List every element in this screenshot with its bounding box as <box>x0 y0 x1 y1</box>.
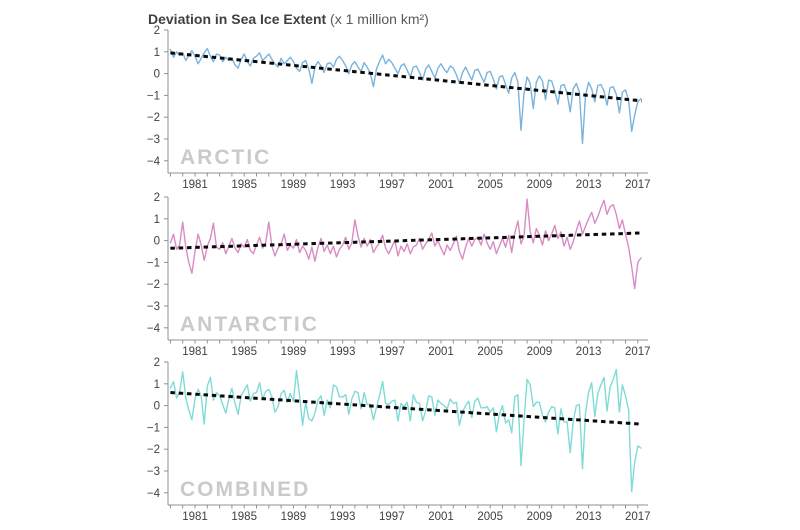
x-tick-label-combined: 2001 <box>428 511 454 523</box>
x-tick-label-arctic: 2001 <box>428 179 454 191</box>
x-tick-label-antarctic: 2009 <box>527 346 553 358</box>
x-tick-label-antarctic: 1993 <box>330 346 356 358</box>
x-tick-label-arctic: 2017 <box>625 179 651 191</box>
x-tick-label-combined: 2017 <box>625 511 651 523</box>
x-tick-label-arctic: 2013 <box>576 179 602 191</box>
x-tick-label-arctic: 1993 <box>330 179 356 191</box>
series-line-arctic <box>169 47 642 145</box>
x-tick-label-arctic: 1997 <box>379 179 405 191</box>
x-tick-label-combined: 2005 <box>477 511 503 523</box>
x-tick-label-antarctic: 1997 <box>379 346 405 358</box>
x-tick-label-antarctic: 2017 <box>625 346 651 358</box>
watermark-combined: COMBINED <box>180 478 310 501</box>
x-tick-label-combined: 2013 <box>576 511 602 523</box>
y-tick-label-combined: −1 <box>147 422 160 434</box>
y-tick-label-combined: −3 <box>147 466 160 478</box>
y-tick-label-antarctic: −4 <box>147 323 161 335</box>
trend-line-arctic <box>170 51 642 103</box>
x-tick-label-arctic: 1981 <box>182 179 208 191</box>
y-tick-label-antarctic: 1 <box>154 214 160 226</box>
trend-line-antarctic <box>170 231 642 250</box>
y-tick-label-antarctic: 2 <box>154 192 160 204</box>
x-tick-label-antarctic: 1989 <box>281 346 307 358</box>
y-tick-label-combined: 1 <box>154 379 160 391</box>
x-tick-label-combined: 1997 <box>379 511 405 523</box>
chart-title-main: Deviation in Sea Ice Extent <box>148 11 327 27</box>
x-tick-label-combined: 1993 <box>330 511 356 523</box>
y-tick-label-antarctic: −3 <box>147 301 160 313</box>
y-tick-label-combined: −4 <box>147 488 161 500</box>
watermark-arctic: ARCTIC <box>180 146 271 169</box>
y-tick-label-arctic: 0 <box>154 69 160 81</box>
y-tick-label-arctic: −4 <box>147 156 161 168</box>
x-tick-label-arctic: 1985 <box>231 179 257 191</box>
watermark-antarctic: ANTARCTIC <box>180 313 319 336</box>
series-line-combined <box>169 368 642 493</box>
x-tick-label-antarctic: 2005 <box>477 346 503 358</box>
y-tick-label-antarctic: −1 <box>147 257 160 269</box>
trend-line-combined <box>170 391 642 426</box>
y-tick-label-arctic: 1 <box>154 47 160 59</box>
x-tick-label-arctic: 1989 <box>281 179 307 191</box>
y-tick-label-arctic: 2 <box>154 25 160 37</box>
x-tick-label-combined: 1981 <box>182 511 208 523</box>
y-tick-label-combined: 0 <box>154 401 160 413</box>
y-tick-label-antarctic: −2 <box>147 279 160 291</box>
x-tick-label-combined: 1985 <box>231 511 257 523</box>
y-tick-label-arctic: −3 <box>147 134 160 146</box>
chart-title: Deviation in Sea Ice Extent (x 1 million… <box>148 10 429 28</box>
x-tick-label-antarctic: 2013 <box>576 346 602 358</box>
x-tick-label-arctic: 2009 <box>527 179 553 191</box>
x-tick-label-arctic: 2005 <box>477 179 503 191</box>
y-tick-label-arctic: −1 <box>147 90 160 102</box>
chart-title-unit: (x 1 million km²) <box>326 11 429 27</box>
series-line-antarctic <box>169 198 642 290</box>
x-tick-label-antarctic: 1985 <box>231 346 257 358</box>
y-tick-label-antarctic: 0 <box>154 236 160 248</box>
y-tick-label-arctic: −2 <box>147 112 160 124</box>
y-tick-label-combined: −2 <box>147 444 160 456</box>
x-tick-label-combined: 1989 <box>281 511 307 523</box>
x-tick-label-antarctic: 1981 <box>182 346 208 358</box>
x-tick-label-antarctic: 2001 <box>428 346 454 358</box>
y-tick-label-combined: 2 <box>154 357 160 369</box>
x-tick-label-combined: 2009 <box>527 511 553 523</box>
